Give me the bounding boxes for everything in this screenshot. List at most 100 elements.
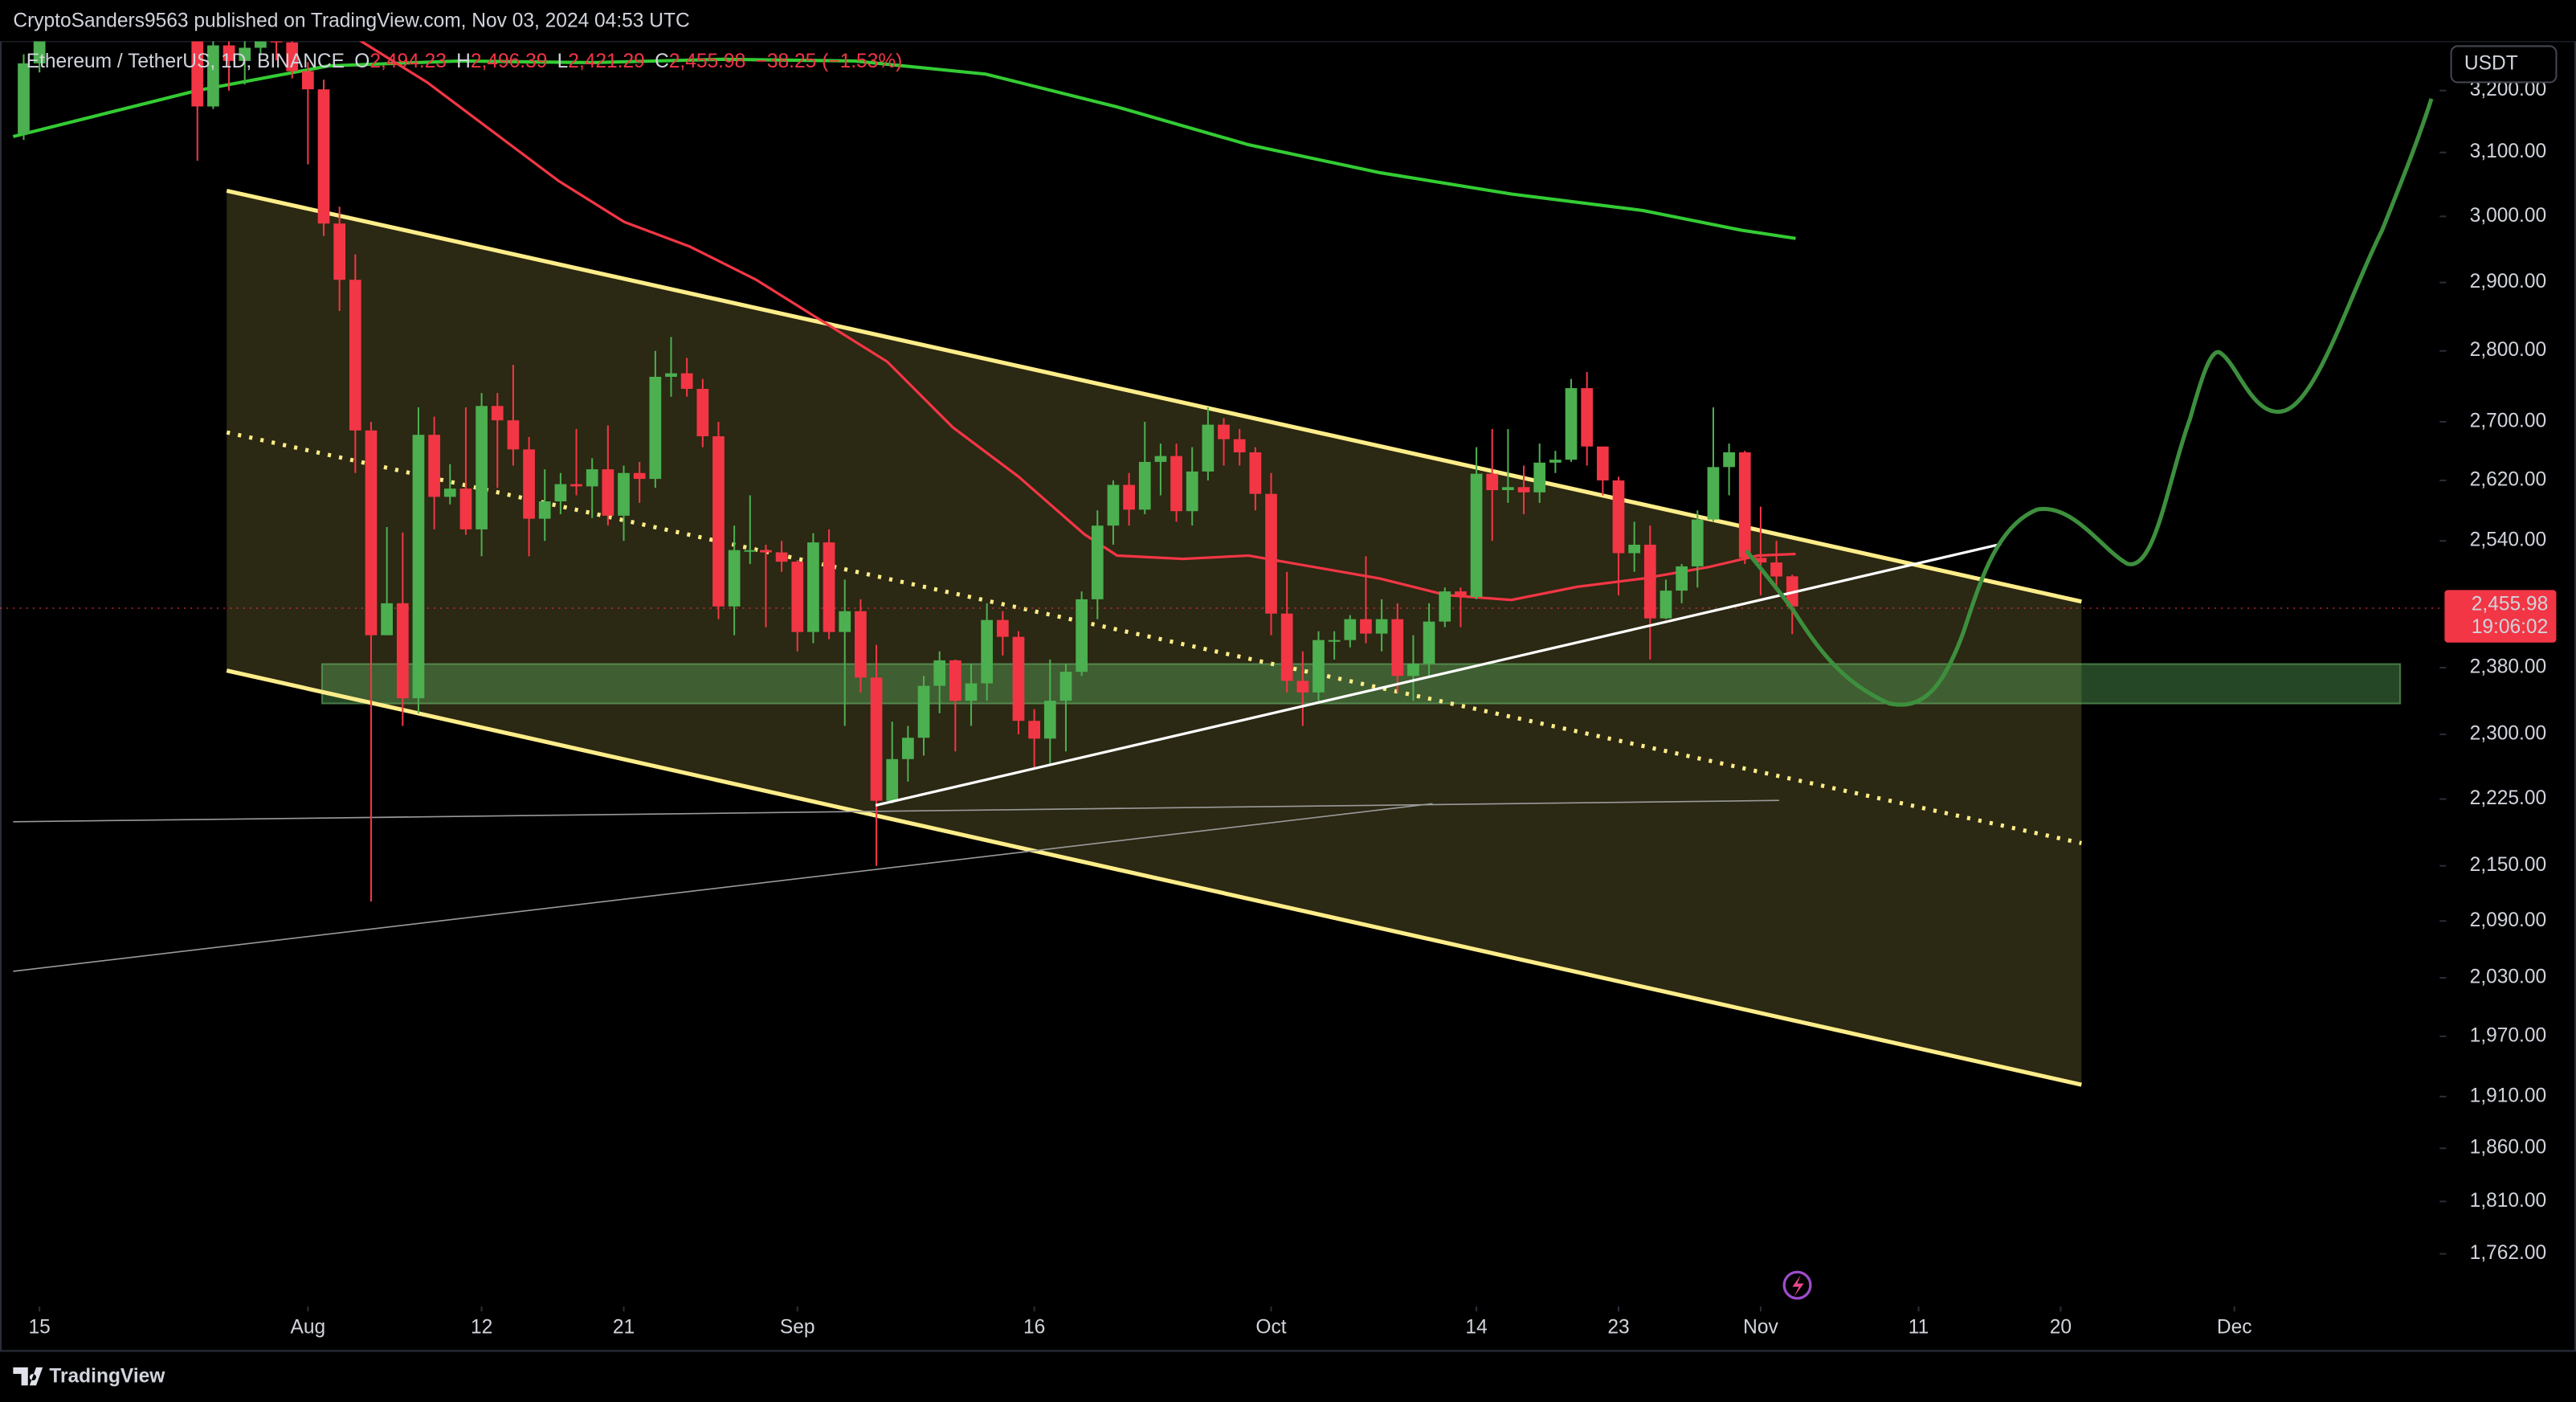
candle-body — [807, 542, 819, 632]
candle-body — [917, 685, 930, 738]
y-tick-label: 2,225.00 — [2470, 787, 2547, 809]
candle-body — [712, 436, 725, 607]
candle-body — [1265, 493, 1277, 614]
legend-key: H — [456, 51, 471, 72]
candle-body — [286, 42, 299, 72]
price-tag-label: 2,455.98 — [2472, 593, 2549, 615]
candle-body — [428, 435, 440, 497]
candle-body — [1296, 681, 1309, 693]
candle-body — [586, 469, 598, 487]
trend-line — [13, 799, 1780, 823]
legend-key: C — [655, 51, 669, 72]
candle-body — [301, 71, 314, 90]
y-tick-label: 1,910.00 — [2470, 1085, 2547, 1106]
y-tick-label: 2,150.00 — [2470, 854, 2547, 876]
candle-body — [886, 758, 899, 801]
candle-body — [476, 406, 488, 529]
candle-body — [1565, 388, 1578, 460]
candle-body — [1502, 487, 1514, 491]
candle-body — [507, 420, 520, 450]
candle-body — [554, 484, 567, 502]
y-tick-label: 2,800.00 — [2470, 339, 2547, 361]
candle-body — [538, 501, 551, 519]
candle-body — [1391, 619, 1404, 676]
candle-body — [1233, 439, 1246, 453]
candle-body — [981, 619, 994, 684]
legend-key: L — [557, 51, 569, 72]
candle-body — [1202, 424, 1215, 472]
legend-key: O — [354, 51, 369, 72]
candle-body — [1186, 471, 1198, 512]
x-tick-label: 15 — [29, 1316, 51, 1338]
candle-body — [1218, 424, 1230, 439]
y-tick-label: 2,700.00 — [2470, 410, 2547, 431]
candle-body — [1533, 462, 1546, 493]
x-tick-label: Sep — [780, 1316, 815, 1338]
logo-mark — [13, 1367, 43, 1386]
y-tick-label: 1,810.00 — [2470, 1190, 2547, 1212]
legend-change: −38.25 (−1.53%) — [756, 51, 903, 72]
candle-body — [665, 373, 677, 377]
y-tick-label: 3,100.00 — [2470, 141, 2547, 162]
candle-body — [1360, 619, 1372, 634]
y-tick-label: 3,000.00 — [2470, 205, 2547, 227]
candle-body — [855, 611, 867, 678]
overlays — [875, 98, 2434, 807]
candle-body — [775, 552, 788, 562]
alert-icon[interactable] — [1782, 1270, 1812, 1300]
y-tick-label: 2,030.00 — [2470, 967, 2547, 988]
footer-bar — [0, 1352, 2576, 1402]
candle-body — [965, 683, 978, 701]
candle-body — [649, 376, 662, 480]
legend-value: 2,455.98 — [669, 51, 745, 72]
candle-body — [222, 45, 235, 61]
y-tick-label: 2,620.00 — [2470, 468, 2547, 490]
candle-body — [696, 388, 709, 437]
candle-body — [1581, 388, 1594, 447]
header-bar — [0, 0, 2576, 42]
price-tag — [2444, 590, 2557, 643]
legend-value: 2,421.29 — [568, 51, 645, 72]
candle-body — [1249, 452, 1262, 494]
header: CryptoSanders9563 published on TradingVi… — [13, 10, 689, 31]
candle-body — [1612, 480, 1625, 554]
candle-body — [443, 488, 456, 497]
candle-body — [744, 550, 757, 552]
candle-body — [207, 45, 219, 107]
candle-body — [1123, 484, 1135, 510]
y-tick-label: 2,380.00 — [2470, 656, 2547, 678]
legend-symbol: Ethereum / TetherUS, 1D, BINANCE — [27, 51, 345, 72]
currency-button[interactable] — [2450, 45, 2558, 84]
legend-value: 2,494.23 — [369, 51, 447, 72]
candles — [18, 41, 1798, 902]
candle-body — [381, 603, 394, 636]
x-tick-label: 11 — [1909, 1316, 1929, 1338]
legend-value: 2,496.39 — [471, 51, 548, 72]
alert-bolt — [1792, 1275, 1804, 1297]
candle-body — [1770, 562, 1782, 577]
candle-body — [412, 435, 425, 699]
candle-body — [1375, 619, 1388, 634]
candle-body — [570, 484, 582, 487]
x-tick-label: Oct — [1255, 1316, 1286, 1338]
currency: USDT — [2464, 52, 2518, 74]
legend-values: O2,494.23 H2,496.39 L2,421.29 C2,455.98 — [354, 51, 745, 72]
candle-body — [349, 280, 361, 431]
candle-body — [870, 677, 883, 801]
x-tick-label: 16 — [1023, 1316, 1045, 1338]
candle-body — [523, 449, 535, 519]
candle-body — [1659, 591, 1672, 619]
countdown: 19:06:02 — [2472, 616, 2549, 638]
candle-body — [1738, 452, 1751, 558]
candle-body — [1676, 566, 1688, 591]
candle-body — [270, 41, 283, 43]
candle-body — [18, 63, 30, 134]
candle-body — [1344, 619, 1357, 640]
candle-body — [1470, 473, 1483, 597]
candle-body — [1028, 721, 1041, 739]
candle-body — [949, 660, 961, 701]
x-tick-label: 21 — [613, 1316, 635, 1338]
x-tick-label: 12 — [471, 1316, 492, 1338]
